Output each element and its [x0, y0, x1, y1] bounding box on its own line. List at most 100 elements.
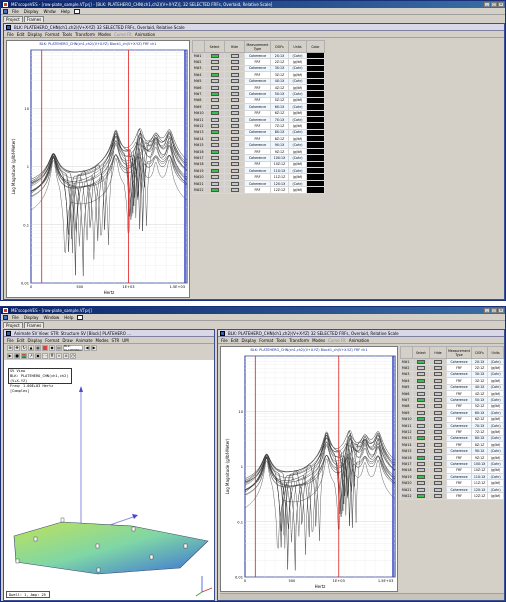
hide-toggle[interactable] — [428, 441, 448, 449]
hide-button[interactable] — [230, 66, 239, 71]
points-icon[interactable]: ⋯ — [42, 353, 48, 359]
select-button[interactable] — [416, 429, 425, 434]
sv-window-title[interactable]: Animate SV View: STR: Structure SV [Bloc… — [4, 330, 214, 337]
hide-button[interactable] — [433, 436, 442, 441]
column-header[interactable]: Hide — [224, 40, 245, 53]
table-row[interactable]: M#20 FRF 11Z:1Z (g/lbf) — [400, 479, 504, 487]
hide-button[interactable] — [230, 136, 239, 141]
table-row[interactable]: M#9 Coherence 6X:1X (Cohr) — [192, 103, 325, 111]
app2-system-menu-icon[interactable] — [3, 314, 8, 320]
arrow-right-icon[interactable]: ▶ — [91, 345, 97, 351]
select-button[interactable] — [210, 143, 219, 148]
table-row[interactable]: M#6 FRF 4Z:1Z (g/lbf) — [192, 83, 325, 92]
hide-button[interactable] — [433, 366, 442, 371]
hide-button[interactable] — [230, 181, 239, 186]
hide-button[interactable] — [433, 391, 442, 396]
select-button[interactable] — [416, 423, 425, 428]
select-toggle[interactable] — [411, 447, 430, 455]
table-row[interactable]: M#17 Coherence 10X:1X (Cohr) — [400, 460, 504, 468]
select-toggle[interactable] — [411, 370, 430, 379]
hide-button[interactable] — [433, 398, 442, 403]
select-button[interactable] — [416, 442, 425, 447]
table-row[interactable]: M#8 FRF 5Z:1Z (g/lbf) — [192, 96, 325, 105]
column-header[interactable]: Units — [288, 40, 307, 53]
table-row[interactable]: M#13 Coherence 8X:1X (Cohr) — [192, 128, 325, 137]
sv-menu-format[interactable]: Format — [45, 337, 60, 343]
blk2-menu-curvefit[interactable]: Curve Fit — [328, 337, 346, 343]
select-button[interactable] — [416, 474, 425, 479]
select-button[interactable] — [416, 410, 425, 415]
row-label[interactable]: M#22 — [400, 492, 413, 500]
blk2-menu-edit[interactable]: Edit — [230, 337, 239, 343]
table-row[interactable]: M#4 FRF 3Z:1Z (g/lbf) — [400, 377, 504, 385]
blk-menu-animation[interactable]: Animation — [134, 31, 156, 37]
hide-button[interactable] — [230, 111, 239, 116]
table-row[interactable]: M#9 Coherence 6X:1X (Cohr) — [400, 409, 504, 417]
table-row[interactable]: M#11 Coherence 7X:1X (Cohr) — [400, 421, 504, 430]
table-row[interactable]: M#3 Coherence 3X:1X (Cohr) — [192, 64, 325, 73]
blk2-menu-format[interactable]: Format — [259, 337, 274, 343]
hide-toggle[interactable] — [224, 186, 245, 194]
select-button[interactable] — [210, 130, 219, 135]
shape-icon[interactable]: ◆ — [49, 345, 55, 351]
table-row[interactable]: M#14 FRF 8Z:1Z (g/lbf) — [400, 441, 504, 449]
blk-menu-display[interactable]: Display — [27, 31, 43, 37]
select-button[interactable] — [210, 104, 219, 109]
hide-button[interactable] — [433, 449, 442, 454]
table-row[interactable]: M#13 Coherence 8X:1X (Cohr) — [400, 434, 504, 443]
hide-button[interactable] — [230, 53, 239, 58]
app2-close-button[interactable]: × — [498, 308, 504, 313]
select-toggle[interactable] — [204, 83, 225, 92]
select-button[interactable] — [416, 449, 425, 454]
blk-window-title[interactable]: BLK: PLATEHERO_CHN(ch1,ch2)(V+X-YZ) 32 S… — [4, 24, 504, 31]
table-row[interactable]: M#22 FRF 12Z:1Z (g/lbf) — [192, 186, 325, 194]
row-label[interactable]: M#22 — [192, 186, 205, 194]
hide-button[interactable] — [433, 417, 442, 422]
app2-menu-display[interactable]: Display — [23, 314, 39, 320]
select-toggle[interactable] — [411, 389, 430, 398]
hide-toggle[interactable] — [428, 396, 448, 404]
mesh-icon[interactable]: # — [49, 353, 55, 359]
app2-menu-file[interactable]: File — [12, 314, 19, 320]
table-row[interactable]: M#10 FRF 6Z:1Z (g/lbf) — [192, 109, 325, 117]
table-row[interactable]: M#22 FRF 12Z:1Z (g/lbf) — [400, 492, 504, 500]
select-button[interactable] — [210, 149, 219, 154]
contour-icon[interactable] — [21, 353, 27, 359]
table-row[interactable]: M#6 FRF 4Z:1Z (g/lbf) — [400, 389, 504, 398]
hide-button[interactable] — [433, 423, 442, 428]
app2-menu-window[interactable]: Window — [43, 314, 60, 320]
blk2-menu-transform[interactable]: Transform — [289, 337, 310, 343]
column-header[interactable]: Color — [306, 40, 325, 53]
column-header[interactable]: Select — [204, 40, 225, 53]
table-row[interactable]: M#15 Coherence 9X:1X (Cohr) — [400, 447, 504, 455]
hide-button[interactable] — [433, 404, 442, 409]
hide-button[interactable] — [230, 168, 239, 173]
blk2-menu-animation[interactable]: Animation — [348, 337, 370, 343]
hide-toggle[interactable] — [428, 389, 448, 398]
select-button[interactable] — [210, 123, 219, 128]
horizontal-scrollbar[interactable] — [220, 593, 504, 600]
select-toggle[interactable] — [411, 402, 430, 411]
table-row[interactable]: M#7 Coherence 5X:1X (Cohr) — [400, 396, 504, 404]
sv-menu-file[interactable]: File — [7, 337, 14, 343]
select-toggle[interactable] — [411, 466, 430, 475]
chart-icon[interactable]: ▤ — [56, 345, 62, 351]
hide-toggle[interactable] — [428, 415, 448, 423]
hide-button[interactable] — [433, 474, 442, 479]
frf-plot-pane-2[interactable]: BLK: PLATEHERO_CHN(ch1,ch2)(V+X-YZ) Bloc… — [220, 346, 398, 592]
close-button[interactable]: × — [498, 2, 504, 7]
sv-menu-draw[interactable]: Draw — [62, 337, 73, 343]
app2-maximize-button[interactable]: □ — [491, 308, 497, 313]
select-button[interactable] — [210, 92, 219, 97]
select-button[interactable] — [210, 79, 219, 84]
hide-toggle[interactable] — [428, 447, 448, 455]
hide-button[interactable] — [230, 123, 239, 128]
select-button[interactable] — [416, 404, 425, 409]
table-row[interactable]: M#5 Coherence 4X:1X (Cohr) — [400, 383, 504, 391]
select-button[interactable] — [416, 398, 425, 403]
sv-menu-animate[interactable]: Animate — [75, 337, 93, 343]
select-toggle[interactable] — [411, 364, 430, 372]
app2-window-layout-icon[interactable] — [77, 314, 84, 320]
table-row[interactable]: M#2 FRF 2Z:1Z (g/lbf) — [400, 364, 504, 372]
hide-button[interactable] — [230, 117, 239, 122]
